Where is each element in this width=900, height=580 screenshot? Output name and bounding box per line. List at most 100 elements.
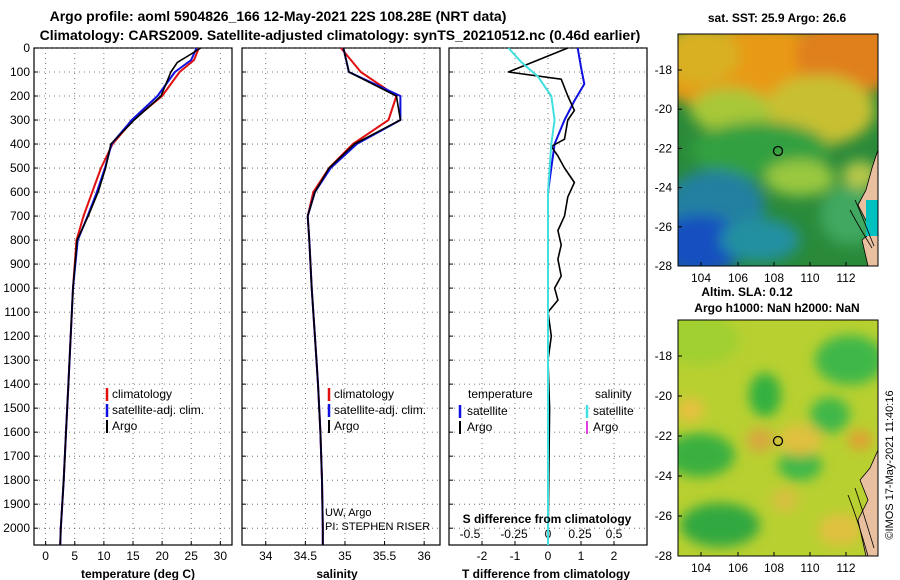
lat-tick-label: -20 [655,389,673,403]
temperature-xlabel: temperature (deg C) [81,567,195,580]
legend-argo-label: Argo [334,419,360,433]
legend-argo-label: Argo [112,419,138,433]
s-difference-xlabel: S difference from climatology [463,512,632,526]
depth-tick-label: 2000 [3,521,30,535]
legend-t-argo-label: Argo [467,420,493,434]
legend-s-satellite-label: satellite [593,404,634,418]
legend-climatology-label: climatology [112,387,172,401]
lat-tick-label: -28 [655,549,673,563]
lon-tick-label: 112 [836,561,855,575]
x-tick-label: -2 [477,549,488,563]
x-tick-label: -1 [510,549,521,563]
series-line-argo [59,47,202,546]
lat-tick-label: -22 [655,429,673,443]
x-tick-label: 15 [126,549,140,563]
difference-legend: temperature salinity satellite Argo sate… [458,387,634,434]
x-tick-label: 35 [338,549,352,563]
s-diff-tick-label: -0.5 [460,527,481,541]
sla-map: Altim. SLA: 0.12 Argo h1000: NaN h2000: … [655,285,879,575]
lat-tick-label: -26 [655,220,673,234]
depth-tick-label: 400 [10,137,30,151]
lon-tick-label: 104 [691,271,711,285]
x-tick-label: 1 [578,549,585,563]
lat-tick-label: -22 [655,141,673,155]
x-tick-label: 25 [185,549,199,563]
temperature-legend: climatology satellite-adj. clim. Argo [105,387,204,433]
legend-temperature-header: temperature [468,387,533,401]
sst-map-frame [677,33,879,267]
depth-tick-label: 200 [10,89,30,103]
lon-tick-label: 112 [836,271,855,285]
depth-tick-label: 1200 [3,329,30,343]
x-tick-label: 34 [259,549,273,563]
s-diff-tick-label: 0.5 [606,527,623,541]
x-tick-label: 35.5 [373,549,397,563]
argo-float-marker [772,435,784,447]
salinity-frame [241,47,441,546]
lon-tick-label: 106 [728,271,748,285]
lon-tick-label: 110 [800,271,819,285]
legend-satellite-label: satellite-adj. clim. [334,403,426,417]
sla-map-frame [677,319,879,557]
depth-tick-label: 800 [10,233,30,247]
x-tick-label: 0 [42,549,49,563]
sla-map-title-1: Altim. SLA: 0.12 [701,285,793,299]
s-diff-tick-label: -0.25 [500,527,528,541]
depth-tick-labels: 0 100 200 300 400 500 600 700 800 900 1000 1100 1200… [3,41,30,535]
x-tick-label: 0 [545,549,552,563]
depth-tick-label: 1000 [3,281,30,295]
lat-tick-label: -18 [655,349,673,363]
x-tick-label: 5 [71,549,78,563]
depth-tick-label: 1100 [4,305,30,319]
lat-tick-label: -18 [655,63,673,77]
difference-tick-labels: -2 -1 0 1 2 [477,549,618,563]
depth-tick-label: 300 [10,113,30,127]
sla-map-lon-labels: 104 106 108 110 112 [691,552,856,575]
depth-tick-label: 0 [23,41,30,55]
legend-s-argo-label: Argo [593,420,619,434]
salinity-lines [306,47,402,545]
pi-annotation-line-2: PI: STEPHEN RISER [325,521,430,533]
depth-tick-label: 1700 [3,449,30,463]
salinity-tick-labels: 34 34.5 35 35.5 36 [259,549,431,563]
temperature-lines [59,47,202,546]
salinity-panel: 34 34.5 35 35.5 36 salinity climatology sate… [241,47,441,580]
lon-tick-label: 110 [800,561,819,575]
difference-lines [507,47,586,546]
x-tick-label: 10 [97,549,111,563]
sla-map-title-2: Argo h1000: NaN h2000: NaN [694,301,859,315]
depth-tick-label: 900 [10,257,30,271]
legend-climatology-label: climatology [334,387,394,401]
sst-map-lon-labels: 104 106 108 110 112 [691,262,856,285]
lat-tick-label: -26 [655,509,673,523]
x-tick-label: 2 [611,549,618,563]
salinity-xlabel: salinity [316,567,358,580]
lat-tick-label: -28 [655,259,673,273]
s-diff-tick-label: 0.25 [568,527,592,541]
difference-xlabel: T difference from climatology [462,567,630,580]
lon-tick-label: 108 [764,561,784,575]
difference-grid [449,47,647,545]
sst-map-title: sat. SST: 25.9 Argo: 26.6 [708,11,847,25]
x-tick-label: 36 [417,549,431,563]
legend-satellite-label: satellite-adj. clim. [112,403,204,417]
salinity-legend: climatology satellite-adj. clim. Argo [327,387,426,433]
lat-tick-label: -24 [655,469,673,483]
sst-map: sat. SST: 25.9 Argo: 26.6 [655,11,879,285]
depth-tick-label: 1500 [3,401,30,415]
lat-tick-label: -24 [655,181,673,195]
pi-annotation-line-1: UW, Argo [325,507,371,519]
difference-panel: -2 -1 0 1 2 -0.5 -0.25 0 0.25 0.5 T difference f… [448,47,648,580]
depth-tick-label: 700 [10,209,30,223]
salinity-grid [242,47,440,545]
depth-tick-label: 500 [10,161,30,175]
temperature-panel: 0100200300400500600700800900100011001200… [3,41,233,580]
x-tick-label: 20 [155,549,169,563]
x-tick-label: 34.5 [294,549,318,563]
imos-timestamp: ©IMOS 17-May-2021 11:40:16 [884,390,896,539]
lat-tick-label: -20 [655,102,673,116]
depth-tick-label: 1900 [3,497,30,511]
series-line-satellite-adj-clim- [59,47,198,546]
legend-t-satellite-label: satellite [467,404,508,418]
